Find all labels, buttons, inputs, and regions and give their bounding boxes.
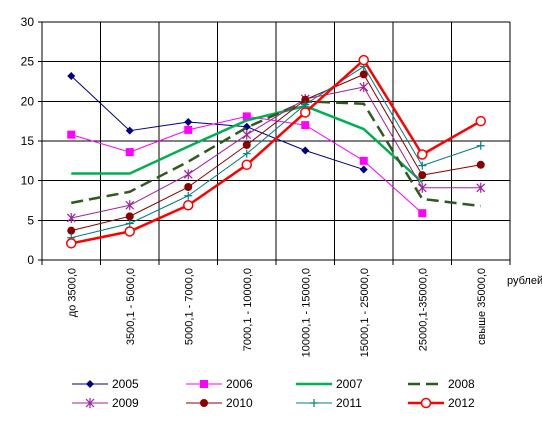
x-tick-label: 15000,1 - 25000,0 <box>359 268 371 357</box>
x-tick-label: 7000,1 - 10000,0 <box>242 268 254 351</box>
data-point-2006 <box>301 121 310 130</box>
data-point-2010 <box>125 212 134 221</box>
series-2007 <box>71 104 424 184</box>
legend-item-2012: 2012 <box>408 396 475 410</box>
legend-item-2005: 2005 <box>72 377 139 391</box>
y-tick-label: 5 <box>27 213 34 227</box>
legend-marker <box>85 398 95 408</box>
data-point-2011 <box>418 161 427 170</box>
series-2010 <box>67 70 485 235</box>
legend-label: 2012 <box>448 396 475 410</box>
data-point-2006 <box>184 125 193 134</box>
data-point-2012 <box>124 226 135 237</box>
data-point-2012 <box>475 115 486 127</box>
data-point-2005 <box>67 71 76 80</box>
data-point-2010 <box>242 140 251 149</box>
x-tick-label: до 3500,0 <box>66 268 78 317</box>
data-point-2010 <box>67 226 76 235</box>
data-point-2011 <box>184 191 193 200</box>
data-point-2012 <box>183 200 194 211</box>
legend-item-2011: 2011 <box>296 396 362 410</box>
data-point-2006 <box>67 130 76 139</box>
series-line-2005 <box>70 75 364 171</box>
data-point-2010 <box>418 171 427 180</box>
data-point-2012 <box>358 54 369 66</box>
legend-item-2009: 2009 <box>72 396 139 410</box>
series-line-2010 <box>71 73 481 232</box>
data-point-2009 <box>183 169 193 180</box>
series-layer <box>66 54 486 249</box>
data-point-2009 <box>242 129 252 140</box>
legend: 2005 2006 2007 2008 2009 2010 2011 2012 <box>72 377 475 410</box>
data-point-2011 <box>301 100 310 109</box>
data-point-2012 <box>66 238 77 249</box>
data-point-2010 <box>301 95 310 104</box>
legend-marker <box>420 397 432 409</box>
data-point-2011 <box>125 219 134 228</box>
axis-layer: 0 5 10 15 20 25 30 до 3500,0 3500,1 - 5000,0 5000… <box>21 15 542 357</box>
legend-item-2008: 2008 <box>408 377 475 391</box>
data-point-2012 <box>241 159 252 171</box>
series-2009 <box>66 82 486 223</box>
data-point-2009 <box>66 212 76 223</box>
data-point-2005 <box>301 146 310 155</box>
series-line-2008 <box>71 100 481 208</box>
y-tick-label: 30 <box>21 15 35 29</box>
legend-label: 2010 <box>226 396 253 410</box>
legend-marker <box>200 380 208 388</box>
series-2012 <box>66 54 486 249</box>
series-2006 <box>67 112 427 218</box>
series-2005 <box>67 71 368 174</box>
data-point-2009 <box>125 200 135 211</box>
data-point-2005 <box>125 126 134 135</box>
series-line-2011 <box>71 65 481 239</box>
series-2011 <box>67 62 485 242</box>
data-point-2011 <box>242 149 251 158</box>
x-tick-label: свыше 35000,0 <box>476 268 488 345</box>
legend-label: 2008 <box>448 377 475 391</box>
data-point-2011 <box>476 141 485 150</box>
legend-label: 2007 <box>336 377 363 391</box>
x-tick-label: 25000,1-35000,0 <box>417 268 429 351</box>
legend-label: 2005 <box>112 377 139 391</box>
unit-label: рублей <box>507 275 542 287</box>
y-tick-label: 15 <box>21 134 35 148</box>
series-line-2009 <box>71 86 481 219</box>
y-tick-label: 0 <box>27 253 34 267</box>
legend-label: 2009 <box>112 396 139 410</box>
series-line-2012 <box>71 58 482 245</box>
series-2008 <box>71 100 481 208</box>
legend-marker <box>86 380 94 388</box>
legend-label: 2006 <box>226 377 253 391</box>
legend-marker <box>200 399 208 407</box>
data-point-2009 <box>359 82 369 93</box>
data-point-2012 <box>417 149 428 160</box>
data-point-2010 <box>476 160 485 169</box>
data-point-2005 <box>184 117 193 126</box>
y-tick-label: 25 <box>21 55 35 69</box>
data-point-2006 <box>359 156 368 165</box>
data-point-2012 <box>300 107 311 118</box>
legend-item-2006: 2006 <box>186 377 253 391</box>
legend-item-2007: 2007 <box>296 377 363 391</box>
data-point-2010 <box>359 70 368 79</box>
data-point-2005 <box>359 165 368 174</box>
x-tick-label: 3500,1 - 5000,0 <box>125 268 137 345</box>
y-tick-label: 10 <box>21 174 35 188</box>
data-point-2006 <box>418 209 427 218</box>
y-tick-label: 20 <box>21 94 35 108</box>
data-point-2006 <box>125 148 134 157</box>
x-tick-label: 10000,1 - 15000,0 <box>300 268 312 357</box>
data-point-2010 <box>184 183 193 192</box>
series-line-2007 <box>71 104 424 184</box>
data-point-2006 <box>242 112 251 121</box>
legend-label: 2011 <box>336 396 362 410</box>
legend-item-2010: 2010 <box>186 396 253 410</box>
data-point-2009 <box>417 182 427 193</box>
legend-marker <box>310 399 318 407</box>
x-tick-label: 5000,1 - 7000,0 <box>183 268 195 345</box>
data-point-2009 <box>476 182 486 193</box>
